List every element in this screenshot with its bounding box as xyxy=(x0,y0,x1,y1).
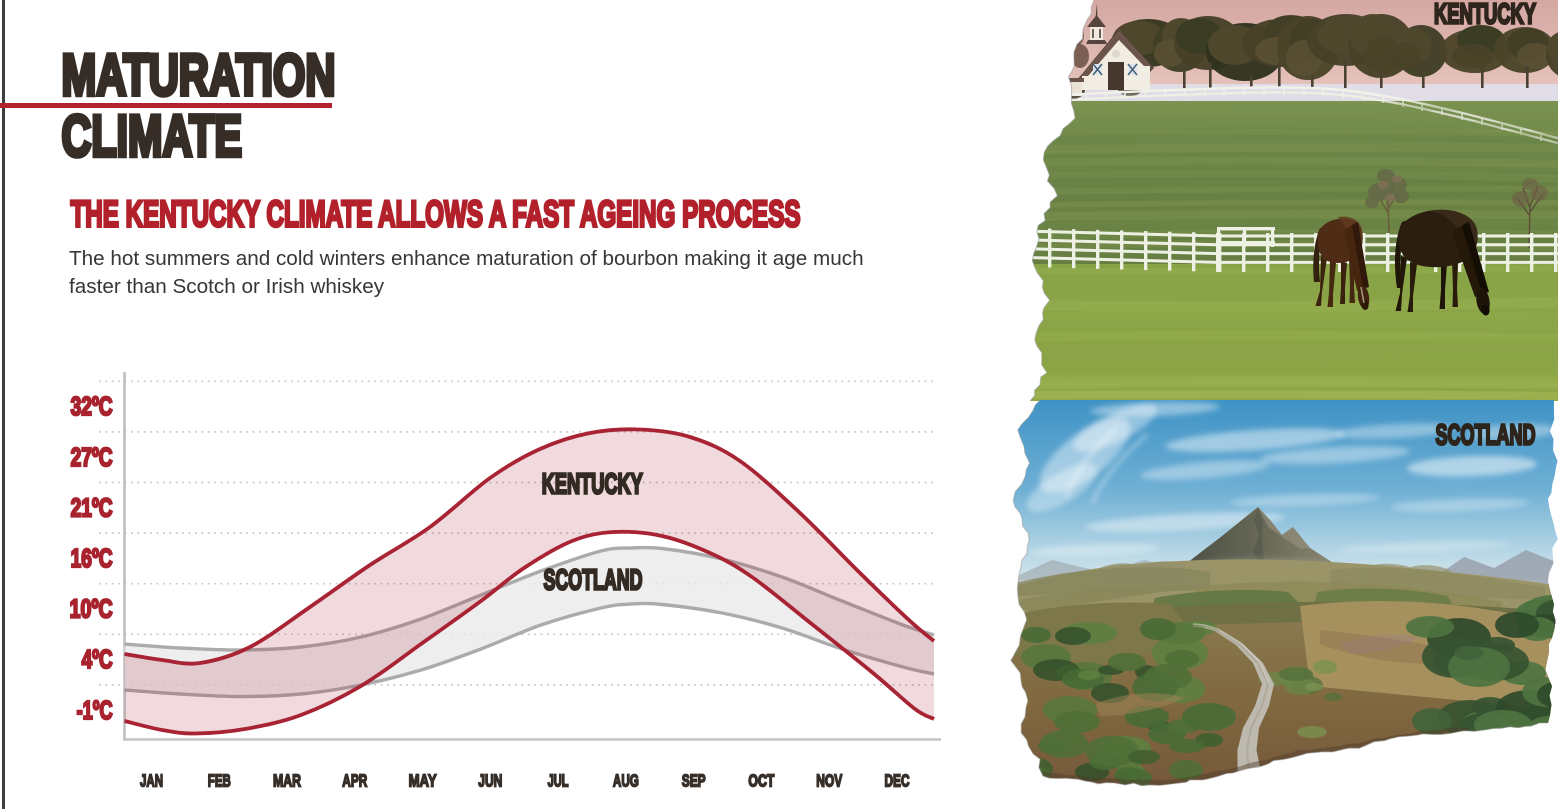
svg-text:16ºC: 16ºC xyxy=(71,543,113,573)
svg-text:MAY: MAY xyxy=(409,771,437,791)
svg-text:CLIMATE: CLIMATE xyxy=(62,104,243,169)
svg-text:JUL: JUL xyxy=(548,771,569,791)
svg-text:DEC: DEC xyxy=(885,771,910,791)
svg-text:OCT: OCT xyxy=(748,771,774,791)
svg-text:JAN: JAN xyxy=(140,771,163,791)
svg-text:32ºC: 32ºC xyxy=(71,391,113,421)
svg-text:NOV: NOV xyxy=(816,771,842,791)
svg-text:MAR: MAR xyxy=(273,771,301,791)
svg-text:AUG: AUG xyxy=(613,771,639,791)
svg-text:4ºC: 4ºC xyxy=(82,644,113,674)
svg-text:SCOTLAND: SCOTLAND xyxy=(1436,420,1536,452)
svg-text:THE KENTUCKY CLIMATE ALLOWS A: THE KENTUCKY CLIMATE ALLOWS A FAST AGEIN… xyxy=(71,194,801,235)
svg-text:SCOTLAND: SCOTLAND xyxy=(544,565,643,597)
svg-text:FEB: FEB xyxy=(208,771,231,791)
svg-text:JUN: JUN xyxy=(478,771,502,791)
svg-text:10ºC: 10ºC xyxy=(70,594,113,624)
svg-text:MATURATION: MATURATION xyxy=(62,43,336,108)
svg-text:KENTUCKY: KENTUCKY xyxy=(542,469,643,501)
svg-text:21ºC: 21ºC xyxy=(71,492,113,522)
svg-text:APR: APR xyxy=(342,771,367,791)
svg-text:SEP: SEP xyxy=(682,771,706,791)
svg-text:-1ºC: -1ºC xyxy=(77,695,113,725)
svg-text:27ºC: 27ºC xyxy=(71,442,113,472)
svg-text:KENTUCKY: KENTUCKY xyxy=(1434,0,1536,30)
